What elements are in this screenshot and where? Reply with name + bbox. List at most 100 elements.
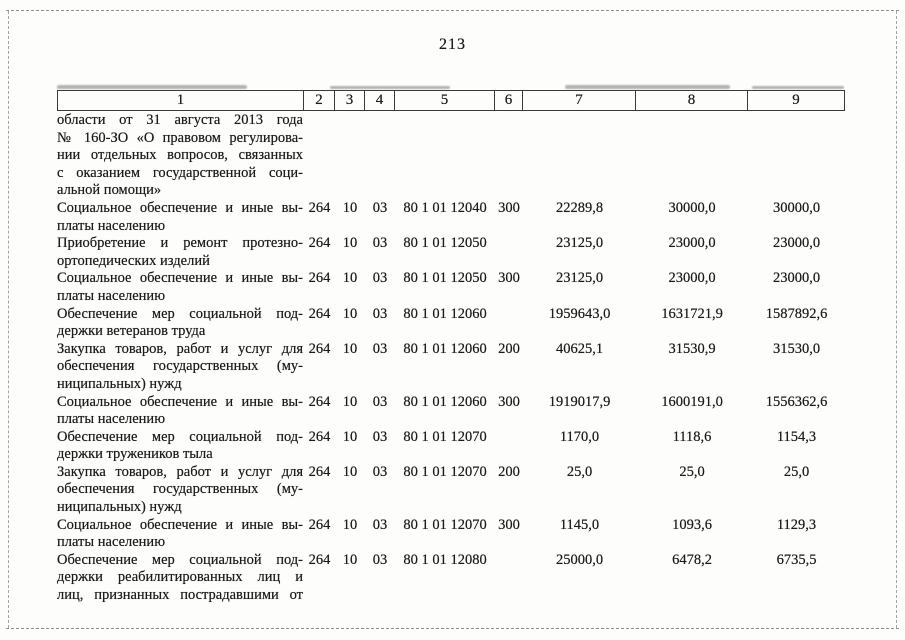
cell-col4: 03 [372,463,388,480]
cell-col7: 1959643,0 [548,305,611,322]
cell-col2: 264 [308,516,331,533]
cell-col9: 1556362,6 [765,393,828,410]
scan-artifact [752,86,844,89]
header-cell-1: 1 [57,90,304,111]
cell-col5: 80 1 01 12070 [403,516,487,533]
cell-col2: 264 [308,393,331,410]
expense-name-line: обеспечения государственных (му- [57,358,303,375]
cell-col9: 31530,0 [772,340,821,357]
expense-name-line: платы населению [57,217,166,234]
cell-col3: 10 [342,551,358,568]
cell-expense-name: Обеспечение мер социальной под-держки тр… [57,429,304,464]
cell-col9: 23000,0 [772,270,821,287]
cell-expense-name: Социальное обеспечение и иные вы-платы н… [57,200,304,235]
cell-col9: 1129,3 [776,516,817,533]
header-cell-2: 2 [304,90,335,111]
cell-col6: 200 [498,340,520,357]
cell-expense-name: Социальное обеспечение и иные вы-платы н… [57,270,304,305]
cell-col8: 1093,6 [672,516,712,533]
expense-name-line: Социальное обеспечение и иные вы- [57,199,303,216]
cell-col5: 80 1 01 12060 [403,340,487,357]
expense-name-line: ортопедических изделий [57,252,210,269]
cell-col2: 264 [308,235,331,252]
header-cell-7: 7 [523,90,636,111]
cell-col2: 264 [308,305,331,322]
table-row: Социальное обеспечение и иные вы-платы н… [57,200,847,235]
expense-name-line: Приобретение и ремонт протезно- [57,235,303,252]
scan-edge-top [6,10,899,11]
scan-edge-right [896,11,897,628]
cell-col6: 300 [498,516,520,533]
cell-col4: 03 [372,235,388,252]
cell-col6: 200 [498,463,520,480]
cell-col6: 300 [498,393,520,410]
cell-col7: 23125,0 [555,270,604,287]
budget-table: 1 2 3 4 5 6 7 8 9 области от 31 августа … [57,90,847,605]
header-cell-8: 8 [636,90,748,111]
table-header-row: 1 2 3 4 5 6 7 8 9 [57,90,847,111]
expense-name-line: Обеспечение мер социальной под- [57,305,303,322]
table-row: Приобретение и ремонт протезно-ортопедич… [57,235,847,270]
expense-name-line: держки тружеников тыла [57,446,213,463]
header-cell-5: 5 [395,90,495,111]
scan-artifact [330,86,450,89]
cell-col9: 25,0 [783,463,810,480]
cell-col4: 03 [372,428,388,445]
cell-col8: 25,0 [679,463,705,480]
cell-col7: 1170,0 [559,428,600,445]
expense-name-line: держки ветеранов труда [57,323,206,340]
cell-col7: 23125,0 [555,235,604,252]
cell-col3: 10 [342,235,358,252]
table-body: области от 31 августа 2013 года № 160-ЗО … [57,112,847,605]
cell-col9: 6735,5 [776,551,817,568]
cell-col9: 23000,0 [772,235,821,252]
cell-col2: 264 [308,428,331,445]
cell-expense-name: Социальное обеспечение и иные вы-платы н… [57,517,304,552]
cell-col7: 25,0 [566,463,593,480]
cell-col4: 03 [372,516,388,533]
cell-col3: 10 [342,393,358,410]
cell-expense-name: Социальное обеспечение и иные вы-платы н… [57,394,304,429]
cell-col5: 80 1 01 12060 [403,305,487,322]
expense-name-line: обеспечения государственных (му- [57,481,303,498]
cell-col8: 30000,0 [668,199,716,216]
cell-col4: 03 [372,270,388,287]
cell-col3: 10 [342,516,358,533]
expense-name-line: области от 31 августа 2013 года [57,112,303,128]
expense-name-line: нии отдельных вопросов, связанных [57,147,303,164]
expense-name-line: Обеспечение мер социальной под- [57,551,303,568]
scan-artifact [565,85,730,89]
table-row: Социальное обеспечение и иные вы-платы н… [57,517,847,552]
expense-name-line: № 160-ЗО «О правовом регулирова- [57,129,303,146]
cell-col4: 03 [372,551,388,568]
table-row: области от 31 августа 2013 года № 160-ЗО … [57,112,847,200]
cell-col7: 1919017,9 [548,393,611,410]
cell-col5: 80 1 01 12050 [403,270,487,287]
expense-name-line: лиц, признанных пострадавшими от [57,587,303,604]
scan-edge-left [8,11,9,628]
expense-name-line: Закупка товаров, работ и услуг для [57,463,303,480]
cell-col7: 25000,0 [555,551,604,568]
cell-col9: 30000,0 [772,199,821,216]
table-row: Обеспечение мер социальной под-держки тр… [57,429,847,464]
expense-name-line: платы населению [57,287,166,304]
cell-col5: 80 1 01 12040 [403,199,487,216]
cell-col3: 10 [342,270,358,287]
table-row: Социальное обеспечение и иные вы-платы н… [57,270,847,305]
cell-col2: 264 [308,270,331,287]
header-cell-3: 3 [335,90,365,111]
cell-col4: 03 [372,340,388,357]
cell-col8: 23000,0 [668,270,716,287]
cell-col4: 03 [372,393,388,410]
cell-expense-name: Обеспечение мер социальной под-держки ве… [57,306,304,341]
cell-col8: 1631721,9 [661,305,723,322]
cell-col5: 80 1 01 12070 [403,463,487,480]
cell-col3: 10 [342,199,358,216]
cell-col9: 1154,3 [776,428,817,445]
expense-name-line: держки реабилитированных лиц и [57,569,303,586]
cell-expense-name: Закупка товаров, работ и услуг для обеспе… [57,341,304,394]
expense-name-line: платы населению [57,534,166,551]
cell-col8: 1600191,0 [661,393,723,410]
expense-name-line: альной помощи» [57,182,162,199]
